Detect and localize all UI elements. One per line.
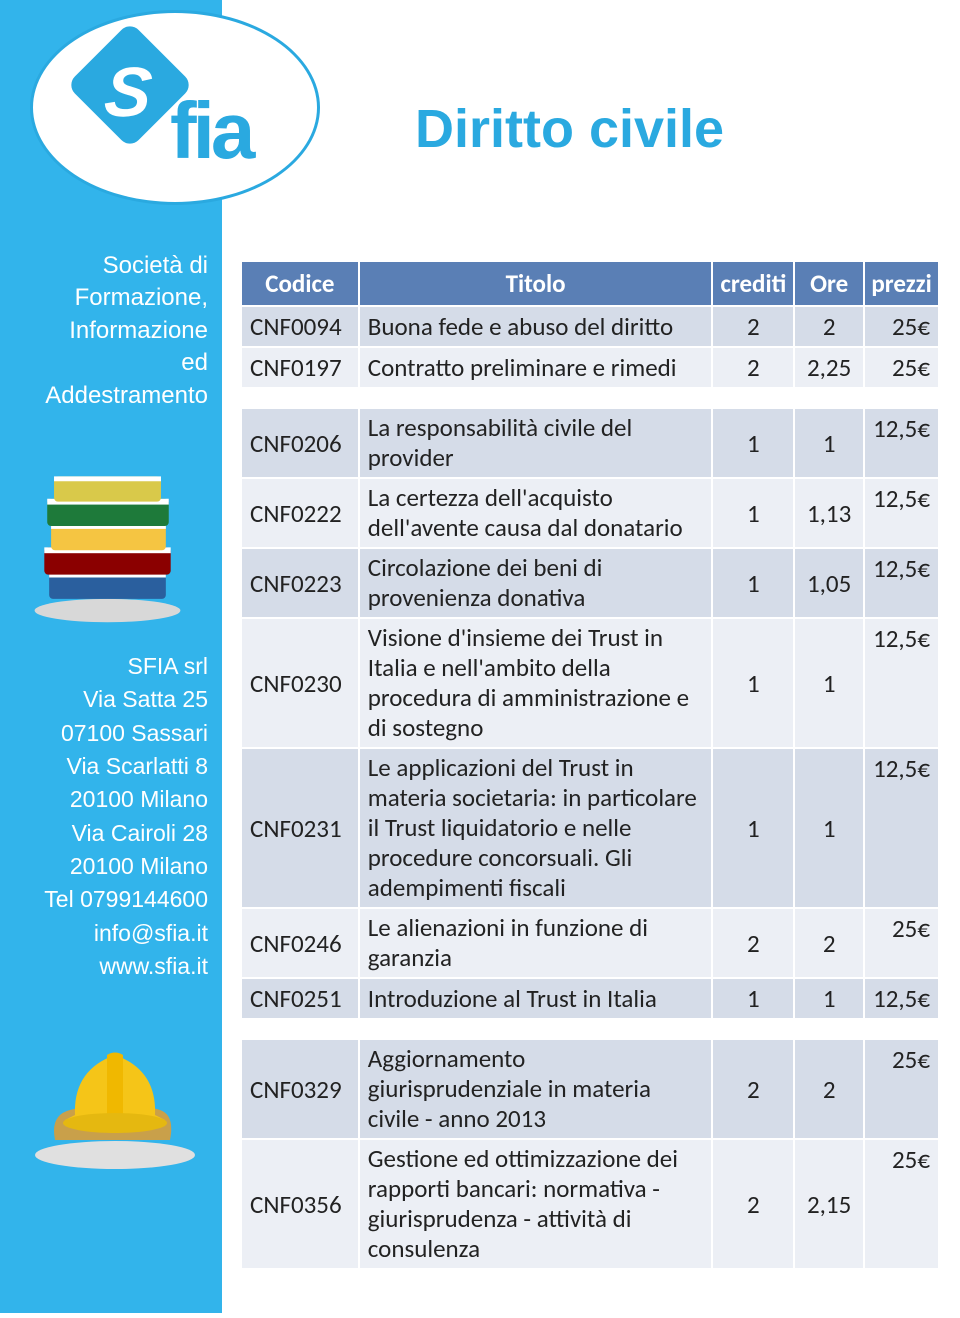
address-line: 20100 Milano: [0, 783, 208, 816]
cell-code: CNF0197: [241, 347, 359, 388]
cell-title: Gestione ed ottimizzazione dei rapporti …: [359, 1139, 713, 1269]
cell-code: CNF0329: [241, 1039, 359, 1139]
col-header-code: Codice: [241, 261, 359, 306]
table-row: CNF0230Visione d'insieme dei Trust in It…: [241, 618, 939, 748]
cell-title: Circolazione dei beni di provenienza don…: [359, 548, 713, 618]
table-row: CNF0223Circolazione dei beni di provenie…: [241, 548, 939, 618]
table-header: Codice Titolo crediti Ore prezzi: [241, 261, 939, 306]
page-title: Diritto civile: [415, 98, 724, 160]
cell-hours: 1,13: [794, 478, 864, 548]
table-row: CNF0246Le alienazioni in funzione di gar…: [241, 908, 939, 978]
cell-credits: 1: [712, 548, 794, 618]
cell-credits: 2: [712, 908, 794, 978]
cell-price: 12,5€: [864, 748, 939, 908]
cell-title: Aggiornamento giurisprudenziale in mater…: [359, 1039, 713, 1139]
cell-price: 25€: [864, 347, 939, 388]
cell-title: Introduzione al Trust in Italia: [359, 978, 713, 1019]
logo-letter-s: S: [102, 52, 156, 132]
table-row: CNF0356Gestione ed ottimizzazione dei ra…: [241, 1139, 939, 1269]
table-row: CNF0329Aggiornamento giurisprudenziale i…: [241, 1039, 939, 1139]
cell-credits: 1: [712, 478, 794, 548]
cell-price: 12,5€: [864, 548, 939, 618]
cell-price: 12,5€: [864, 408, 939, 478]
spacer-row: [241, 1019, 939, 1039]
table-row: CNF0222La certezza dell'acquisto dell'av…: [241, 478, 939, 548]
col-header-title: Titolo: [359, 261, 713, 306]
cell-code: CNF0223: [241, 548, 359, 618]
course-table: Codice Titolo crediti Ore prezzi CNF0094…: [240, 260, 940, 1270]
company-desc-line: Addestramento: [0, 380, 208, 412]
cell-price: 25€: [864, 1039, 939, 1139]
table-row: CNF0197Contratto preliminare e rimedi22,…: [241, 347, 939, 388]
website-line: www.sfia.it: [0, 950, 208, 983]
table-row: CNF0094Buona fede e abuso del diritto222…: [241, 306, 939, 347]
cell-price: 25€: [864, 908, 939, 978]
cell-hours: 2,25: [794, 347, 864, 388]
cell-code: CNF0206: [241, 408, 359, 478]
cell-hours: 2,15: [794, 1139, 864, 1269]
cell-code: CNF0222: [241, 478, 359, 548]
cell-hours: 2: [794, 306, 864, 347]
col-header-price: prezzi: [864, 261, 939, 306]
cell-credits: 2: [712, 1039, 794, 1139]
company-description: Società di Formazione, Informazione ed A…: [0, 250, 222, 412]
col-header-credits: crediti: [712, 261, 794, 306]
company-address: SFIA srl Via Satta 25 07100 Sassari Via …: [0, 650, 222, 983]
col-header-hours: Ore: [794, 261, 864, 306]
company-desc-line: ed: [0, 347, 208, 379]
cell-price: 25€: [864, 306, 939, 347]
cell-title: Contratto preliminare e rimedi: [359, 347, 713, 388]
cell-hours: 1: [794, 978, 864, 1019]
cell-hours: 1: [794, 618, 864, 748]
cell-credits: 2: [712, 347, 794, 388]
cell-title: Le applicazioni del Trust in materia soc…: [359, 748, 713, 908]
address-line: Via Cairoli 28: [0, 817, 208, 850]
logo-text-fia: fia: [170, 85, 251, 177]
address-line: 07100 Sassari: [0, 717, 208, 750]
company-desc-line: Informazione: [0, 315, 208, 347]
company-name: SFIA srl: [0, 650, 208, 683]
cell-price: 12,5€: [864, 478, 939, 548]
address-line: 20100 Milano: [0, 850, 208, 883]
phone-line: Tel 0799144600: [0, 883, 208, 916]
cell-code: CNF0231: [241, 748, 359, 908]
table-row: CNF0251Introduzione al Trust in Italia11…: [241, 978, 939, 1019]
cell-credits: 1: [712, 408, 794, 478]
cell-title: Buona fede e abuso del diritto: [359, 306, 713, 347]
cell-price: 12,5€: [864, 618, 939, 748]
cell-credits: 2: [712, 1139, 794, 1269]
company-desc-line: Società di: [0, 250, 208, 282]
cell-hours: 1: [794, 748, 864, 908]
cell-code: CNF0230: [241, 618, 359, 748]
table-row: CNF0206La responsabilità civile del prov…: [241, 408, 939, 478]
cell-title: La certezza dell'acquisto dell'avente ca…: [359, 478, 713, 548]
cell-price: 12,5€: [864, 978, 939, 1019]
cell-title: Visione d'insieme dei Trust in Italia e …: [359, 618, 713, 748]
cell-title: La responsabilità civile del provider: [359, 408, 713, 478]
address-line: Via Satta 25: [0, 683, 208, 716]
books-image: [20, 455, 195, 630]
cell-code: CNF0246: [241, 908, 359, 978]
cell-code: CNF0094: [241, 306, 359, 347]
cell-credits: 1: [712, 618, 794, 748]
cell-credits: 2: [712, 306, 794, 347]
cell-hours: 2: [794, 908, 864, 978]
email-line: info@sfia.it: [0, 917, 208, 950]
logo: S fia: [30, 10, 320, 210]
table-row: CNF0231Le applicazioni del Trust in mate…: [241, 748, 939, 908]
cell-hours: 1: [794, 408, 864, 478]
cell-hours: 2: [794, 1039, 864, 1139]
helmet-image: [25, 1015, 205, 1175]
cell-hours: 1,05: [794, 548, 864, 618]
company-desc-line: Formazione,: [0, 282, 208, 314]
cell-code: CNF0356: [241, 1139, 359, 1269]
cell-price: 25€: [864, 1139, 939, 1269]
table-body: CNF0094Buona fede e abuso del diritto222…: [241, 306, 939, 1269]
cell-credits: 1: [712, 978, 794, 1019]
address-line: Via Scarlatti 8: [0, 750, 208, 783]
spacer-row: [241, 388, 939, 408]
cell-code: CNF0251: [241, 978, 359, 1019]
cell-credits: 1: [712, 748, 794, 908]
cell-title: Le alienazioni in funzione di garanzia: [359, 908, 713, 978]
